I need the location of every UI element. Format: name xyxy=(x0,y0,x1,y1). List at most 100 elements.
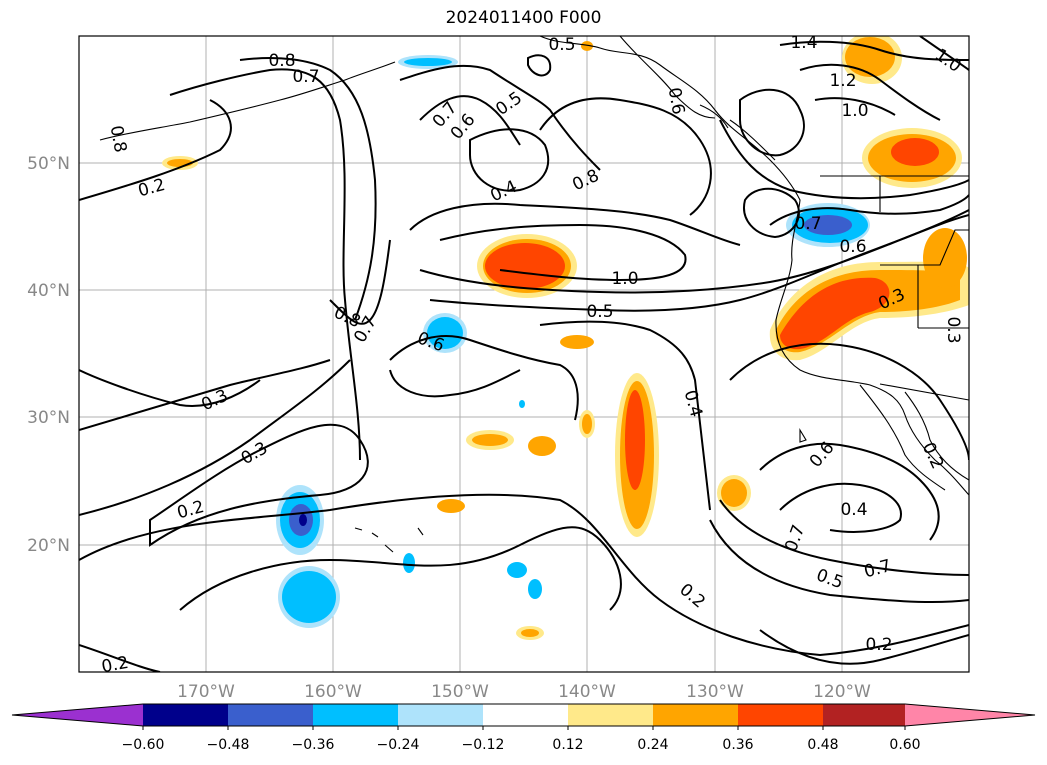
contour-0.6-loop xyxy=(739,88,805,157)
anomaly-positive-northeast-peak xyxy=(891,138,939,166)
contour-1.0-ne xyxy=(919,36,969,71)
lon-label-140w: 140°W xyxy=(558,682,616,702)
contour-label: 1.2 xyxy=(829,71,856,91)
contour-label: 0.7 xyxy=(292,67,319,87)
anomaly-negative-north-core xyxy=(404,58,452,66)
lat-label-50n: 50°N xyxy=(27,154,70,174)
colorbar-tick-label: 0.36 xyxy=(722,737,753,753)
hawaiian-islands xyxy=(354,527,424,553)
latitude-labels: 50°N 40°N 30°N 20°N xyxy=(27,154,70,556)
contour-1.0-north xyxy=(814,97,896,116)
colorbar-segment xyxy=(653,704,738,726)
colorbar-tick-label: −0.48 xyxy=(207,737,250,753)
anomaly-negative-small-3 xyxy=(528,579,542,599)
contour-0.2-south xyxy=(79,493,969,657)
colorbar-segment xyxy=(823,704,905,726)
contour-0.5-se xyxy=(709,519,969,604)
anomaly-positive-small-4 xyxy=(560,335,594,349)
baja-coast xyxy=(859,384,946,491)
north-america-coastline xyxy=(539,36,969,496)
contour-0.6-center xyxy=(539,97,712,216)
colorbar-segment xyxy=(483,704,568,726)
colorbar-segment xyxy=(398,704,483,726)
colorbar-ticks xyxy=(142,726,906,730)
contour-label: 0.4 xyxy=(840,500,867,520)
contour-1.4 xyxy=(779,40,969,61)
contour-1.2 xyxy=(799,63,941,121)
lat-label-20n: 20°N xyxy=(27,536,70,556)
contour-0.3-east xyxy=(729,342,969,461)
contour-label: 0.7 xyxy=(794,214,821,234)
colorbar-segment xyxy=(738,704,823,726)
colorbar-segment-extend-low xyxy=(12,704,143,726)
colorbar-segment-extend-high xyxy=(905,704,1035,726)
contour-label: 0.2 xyxy=(100,653,130,677)
map-panel: 0.5 1.4 1.0 0.8 0.7 0.7 0.6 0.5 0.6 1.2 … xyxy=(78,33,970,677)
contour-0.4-loop xyxy=(469,128,550,192)
lat-label-30n: 30°N xyxy=(27,408,70,428)
contour-1.0-center xyxy=(439,223,687,282)
anomaly-positive-north-core xyxy=(845,37,895,77)
lon-label-120w: 120°W xyxy=(813,682,871,702)
lon-label-130w: 130°W xyxy=(686,682,744,702)
colorbar-segment xyxy=(313,704,398,726)
contour-label: 0.3 xyxy=(943,316,963,343)
colorbar-tick-label: 0.24 xyxy=(637,737,668,753)
anomaly-negative-east-mid xyxy=(804,215,852,235)
small-island xyxy=(799,428,807,443)
anomaly-positive-east xyxy=(923,228,967,288)
contour-0.2-mid xyxy=(179,526,622,611)
contour-0.6-south xyxy=(389,335,579,421)
contour-0.5-east xyxy=(719,119,969,200)
contour-0.7-north xyxy=(399,64,601,171)
contour-0.3-northwest xyxy=(79,359,351,516)
anomaly-positive-west-coast-peak xyxy=(780,277,890,350)
contour-label: 0.2 xyxy=(865,635,892,655)
political-borders xyxy=(820,175,969,401)
colorbar-tick-label: 0.12 xyxy=(552,737,583,753)
map-title: 2024011400 F000 xyxy=(445,8,602,28)
colorbar-tick-label: −0.24 xyxy=(377,737,420,753)
contour-label: 1.0 xyxy=(841,101,868,121)
colorbar-tick-label: −0.36 xyxy=(292,737,335,753)
contour-label: 0.6 xyxy=(664,86,688,116)
anomaly-positive-small-8-core xyxy=(521,629,539,637)
coastlines xyxy=(99,36,969,553)
gridlines xyxy=(79,36,969,672)
gulf-of-california xyxy=(904,391,969,481)
anomaly-negative-small-1 xyxy=(403,553,415,573)
anomaly-positive-elongated-peak xyxy=(625,390,645,490)
colorbar-segment xyxy=(143,704,228,726)
contour-0.6-east xyxy=(769,194,969,226)
colorbar-segment xyxy=(568,704,653,726)
contour-label: 0.5 xyxy=(548,35,575,55)
anomaly-negative-small-4 xyxy=(519,400,525,408)
contour-0.4-se xyxy=(779,482,902,533)
contour-0.5-south xyxy=(539,320,711,511)
contour-label: 0.8 xyxy=(106,124,130,154)
contour-0.8-east xyxy=(429,209,969,312)
anomaly-positive-small-2-core xyxy=(472,434,508,446)
colorbar-tick-label: 0.48 xyxy=(807,737,838,753)
contour-0.8-center xyxy=(409,202,741,246)
anomaly-negative-southwest-core xyxy=(282,571,336,623)
lat-label-40n: 40°N xyxy=(27,281,70,301)
contour-0.8-loop xyxy=(329,239,391,325)
contour-0.2-mid-west xyxy=(79,369,261,407)
contour-0.7-west xyxy=(169,68,361,461)
contour-0.6-se xyxy=(759,442,940,541)
anomaly-negative-small-2 xyxy=(507,562,527,578)
contour-label: 1.4 xyxy=(790,33,817,53)
contour-label: 0.5 xyxy=(586,302,613,322)
colorbar: −0.60 −0.48 −0.36 −0.24 −0.12 0.12 0.24 … xyxy=(11,703,1036,753)
lon-label-160w: 160°W xyxy=(304,682,362,702)
contour-label: 1.0 xyxy=(611,269,638,289)
anomaly-positive-small-5 xyxy=(437,499,465,513)
map-frame xyxy=(78,35,970,673)
lon-label-150w: 150°W xyxy=(431,682,489,702)
contour-label: 0.8 xyxy=(268,51,295,71)
contour-lines xyxy=(79,36,969,672)
longitude-labels: 170°W 160°W 150°W 140°W 130°W 120°W xyxy=(177,682,871,702)
contour-0.7-south xyxy=(389,369,521,398)
